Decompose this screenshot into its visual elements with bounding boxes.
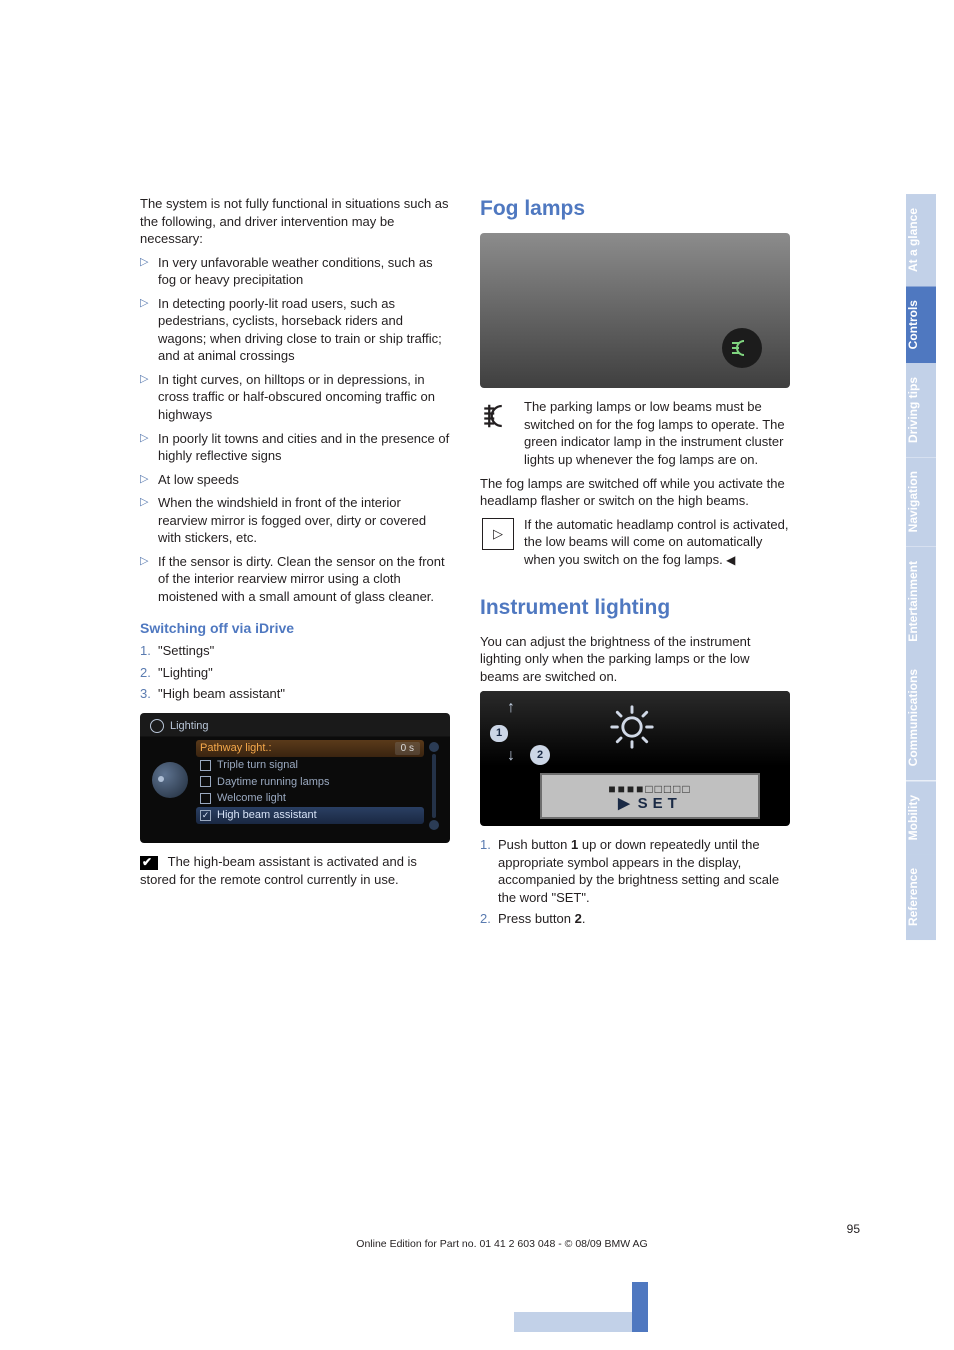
list-item: 3."High beam assistant" — [140, 685, 450, 703]
fog-lamp-icon — [480, 400, 516, 432]
list-item: 1."Settings" — [140, 642, 450, 660]
limitations-list: In very unfavorable weather conditions, … — [140, 254, 450, 606]
menu-item-triple: Triple turn signal — [196, 757, 424, 774]
fog-off-note: The fog lamps are switched off while you… — [480, 475, 790, 510]
list-item: 1.Push button 1 up or down repeatedly un… — [480, 836, 790, 906]
menu-item-welcome: Welcome light — [196, 790, 424, 807]
tab-mobility[interactable]: Mobility — [906, 781, 936, 854]
tab-entertainment[interactable]: Entertainment — [906, 547, 936, 656]
lcd-set-label: ▶SET — [542, 794, 758, 814]
footer-color-bar — [514, 1312, 754, 1332]
fog-lamps-photo — [480, 233, 790, 388]
menu-item-drl: Daytime running lamps — [196, 774, 424, 791]
fog-lamps-heading: Fog lamps — [480, 195, 790, 223]
list-item: If the sensor is dirty. Clean the sensor… — [140, 553, 450, 606]
checkbox-icon: ✔ — [142, 854, 152, 870]
list-item: In very unfavorable weather conditions, … — [140, 254, 450, 289]
arrow-up-icon: ↑ — [507, 697, 515, 719]
list-item: At low speeds — [140, 471, 450, 489]
menu-item-pathway: Pathway light.: 0 s — [196, 740, 424, 757]
right-column: Fog lamps — [480, 195, 790, 938]
tab-navigation[interactable]: Navigation — [906, 457, 936, 546]
instrument-lighting-heading: Instrument lighting — [480, 594, 790, 622]
arrow-down-icon: ↓ — [507, 745, 515, 767]
list-item: When the windshield in front of the inte… — [140, 494, 450, 547]
tab-communications[interactable]: Communications — [906, 655, 936, 780]
list-item: In poorly lit towns and cities and in th… — [140, 430, 450, 465]
footer-line: Online Edition for Part no. 01 41 2 603 … — [140, 1238, 864, 1250]
idrive-dial-icon — [152, 762, 188, 798]
tab-controls[interactable]: Controls — [906, 286, 936, 363]
instrument-steps: 1.Push button 1 up or down repeatedly un… — [480, 836, 790, 928]
instrument-intro: You can adjust the brightness of the ins… — [480, 633, 790, 686]
list-item: 2.Press button 2. — [480, 910, 790, 928]
switching-off-steps: 1."Settings" 2."Lighting" 3."High beam a… — [140, 642, 450, 703]
intro-text: The system is not fully functional in si… — [140, 195, 450, 248]
instrument-cluster-diagram: ↑ 1 ↓ 2 ■■■■□□□□□ — [480, 691, 790, 826]
page-number: 95 — [140, 1222, 864, 1236]
side-tabs: At a glance Controls Driving tips Naviga… — [906, 194, 936, 940]
fog-lamp-button-icon — [722, 328, 762, 368]
menu-item-highbeam: ✓ High beam assistant — [196, 807, 424, 824]
list-item: In tight curves, on hilltops or in depre… — [140, 371, 450, 424]
activated-note: ✔ The high-beam assistant is activated a… — [140, 853, 450, 888]
idrive-screenshot: Lighting Pathway light.: 0 s Triple turn… — [140, 713, 450, 843]
tab-reference[interactable]: Reference — [906, 854, 936, 940]
page-footer: 95 Online Edition for Part no. 01 41 2 6… — [140, 1222, 864, 1250]
tab-at-a-glance[interactable]: At a glance — [906, 194, 936, 286]
fog-auto-note: ▷ If the automatic headlamp control is a… — [480, 516, 790, 569]
fog-indicator-note: The parking lamps or low beams must be s… — [480, 398, 790, 468]
list-item: 2."Lighting" — [140, 664, 450, 682]
caution-triangle-icon: ▷ — [480, 518, 516, 550]
callout-1: 1 — [490, 725, 508, 742]
idrive-menu: Pathway light.: 0 s Triple turn signal D… — [196, 740, 424, 832]
cluster-lcd: ■■■■□□□□□ ▶SET — [540, 773, 760, 819]
switching-off-heading: Switching off via iDrive — [140, 619, 450, 638]
left-column: The system is not fully functional in si… — [140, 195, 450, 938]
brightness-icon — [610, 705, 654, 754]
idrive-scroll-icon — [428, 740, 440, 832]
tab-driving-tips[interactable]: Driving tips — [906, 363, 936, 457]
idrive-title: Lighting — [150, 719, 440, 734]
list-item: In detecting poorly-lit road users, such… — [140, 295, 450, 365]
